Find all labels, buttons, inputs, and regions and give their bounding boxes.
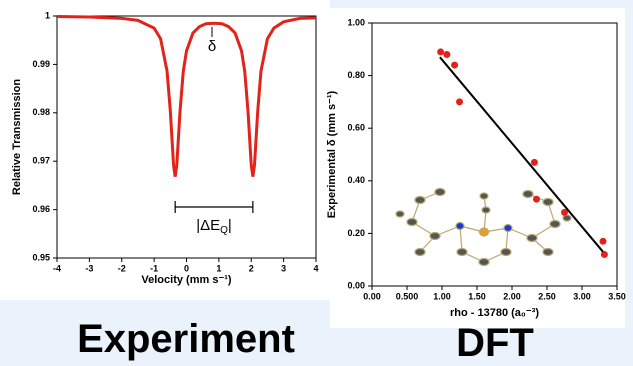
x-tick-label: -3 (85, 263, 93, 273)
x-tick-label: 2.00 (503, 291, 521, 301)
x-tick-label: -1 (150, 263, 158, 273)
x-tick-label: 2 (249, 263, 254, 273)
y-tick-label: 1 (45, 10, 50, 20)
y-tick-label: 0.00 (347, 280, 365, 290)
data-point (531, 159, 538, 166)
annotation: δ (208, 38, 216, 55)
y-tick-label: 1.00 (347, 17, 365, 27)
y-tick-label: 0.99 (32, 59, 50, 69)
x-tick-label: 0.00 (363, 291, 381, 301)
x-tick-label: 3.00 (573, 291, 591, 301)
x-tick-label: -4 (53, 263, 61, 273)
x-tick-label: 2.50 (538, 291, 556, 301)
x-tick-label: 0 (184, 263, 189, 273)
x-axis-label: rho - 13780 (a₀⁻³) (450, 307, 539, 319)
data-point (451, 62, 458, 69)
x-tick-label: 3 (281, 263, 286, 273)
x-tick-label: 1.00 (433, 291, 451, 301)
x-tick-label: 4 (313, 263, 318, 273)
x-tick-label: 1 (216, 263, 221, 273)
y-tick-label: 0.96 (32, 204, 50, 214)
caption: DFT (456, 321, 534, 365)
x-tick-label: 3.50 (608, 291, 626, 301)
data-point (456, 98, 463, 105)
right-panel (330, 8, 625, 328)
label-end: | (228, 217, 232, 234)
page: -4-3-2-1012340.950.960.970.980.991Veloci… (0, 0, 633, 366)
x-tick-label: 0.500 (396, 291, 419, 301)
y-axis-label: Experimental δ (mm s⁻¹) (326, 90, 338, 218)
y-axis-label: Relative Transmission (11, 79, 23, 195)
y-tick-label: 0.60 (347, 123, 365, 133)
data-point (533, 196, 540, 203)
label-main: |ΔE (196, 217, 220, 234)
y-tick-label: 0.20 (347, 228, 365, 238)
x-axis-label: Velocity (mm s⁻¹) (141, 274, 232, 286)
y-tick-label: 0.40 (347, 175, 365, 185)
data-point (443, 51, 450, 58)
figure: -4-3-2-1012340.950.960.970.980.991Veloci… (0, 0, 633, 366)
data-point (437, 48, 444, 55)
caption: Experiment (77, 317, 295, 361)
x-tick-label: -2 (118, 263, 126, 273)
data-point (600, 238, 607, 245)
x-tick-label: 1.50 (468, 291, 486, 301)
y-tick-label: 0.80 (347, 70, 365, 80)
y-tick-label: 0.98 (32, 107, 50, 117)
y-tick-label: 0.97 (32, 156, 50, 166)
y-tick-label: 0.95 (32, 252, 50, 262)
